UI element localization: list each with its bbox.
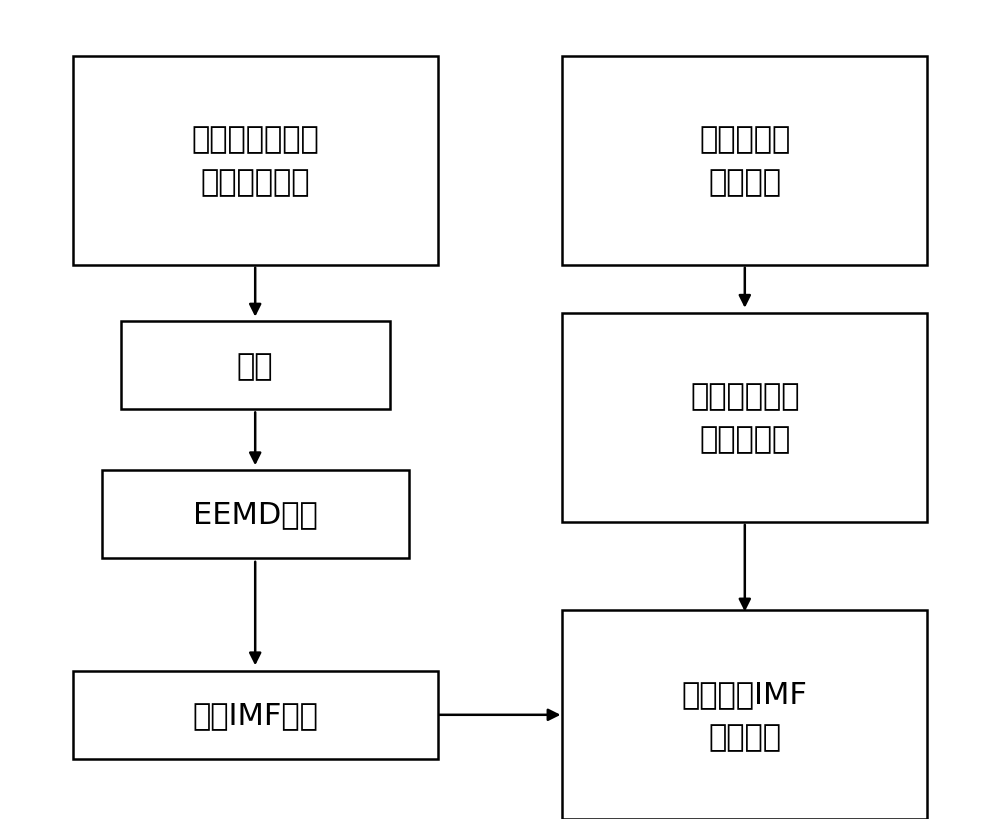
Bar <box>121 322 390 410</box>
Text: 对保留的IMF
阈値去噪: 对保留的IMF 阈値去噪 <box>682 679 808 751</box>
Text: 检测出双向
调刻信号: 检测出双向 调刻信号 <box>699 125 790 197</box>
Bar <box>562 57 927 266</box>
Bar <box>562 314 927 522</box>
Text: 对信号加权求和
消除背景信号: 对信号加权求和 消除背景信号 <box>191 125 319 197</box>
Text: 计算各阶希尔
伯特边际谱: 计算各阶希尔 伯特边际谱 <box>690 382 800 454</box>
Bar <box>562 610 927 819</box>
Bar <box>73 57 438 266</box>
Bar <box>102 470 409 558</box>
Text: 求导: 求导 <box>237 351 273 380</box>
Text: EEMD分解: EEMD分解 <box>193 500 318 529</box>
Bar <box>73 670 438 759</box>
Text: 测量IMF频率: 测量IMF频率 <box>192 701 318 730</box>
